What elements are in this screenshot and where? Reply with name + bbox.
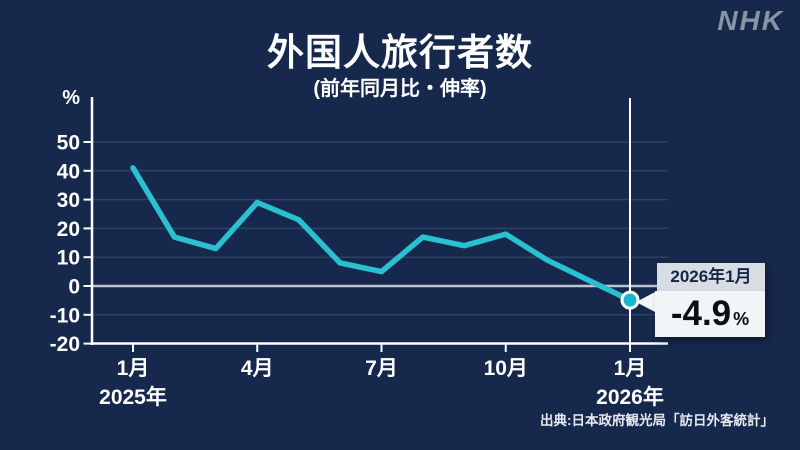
y-tick-label-50: 50	[57, 132, 80, 155]
y-tick-label--10: -10	[50, 304, 80, 327]
callout-arrow-icon	[636, 291, 657, 313]
x-tick-label-12: 1月	[614, 357, 647, 380]
year-label-2025年: 2025年	[99, 385, 167, 409]
y-axis-unit-label: %	[62, 87, 80, 109]
x-tick-label-6: 7月	[365, 357, 398, 380]
data-line	[130, 165, 633, 303]
nhk-logo: NHK	[717, 5, 784, 36]
callout-value-box: -4.9%	[655, 291, 765, 337]
page-title: 外国人旅行者数	[267, 32, 533, 73]
y-tick-label-40: 40	[57, 160, 80, 183]
callout-date-label: 2026年1月	[657, 263, 765, 291]
callout-unit: %	[733, 309, 750, 329]
y-tick-label--20: -20	[50, 333, 80, 356]
source-credit: 出典:日本政府観光局「訪日外客統計」	[540, 413, 774, 428]
x-tick-label-9: 10月	[484, 357, 528, 380]
y-tick-label-10: 10	[57, 247, 80, 270]
callout-value: -4.9	[670, 294, 732, 333]
y-tick-label-30: 30	[57, 189, 80, 212]
x-tick-label-3: 4月	[241, 357, 274, 380]
year-label-2026年: 2026年	[596, 385, 664, 409]
y-tick-label-20: 20	[57, 218, 80, 241]
page-subtitle: (前年同月比・伸率)	[313, 78, 487, 100]
y-tick-label-0: 0	[68, 276, 80, 299]
x-tick-label-0: 1月	[117, 357, 150, 380]
